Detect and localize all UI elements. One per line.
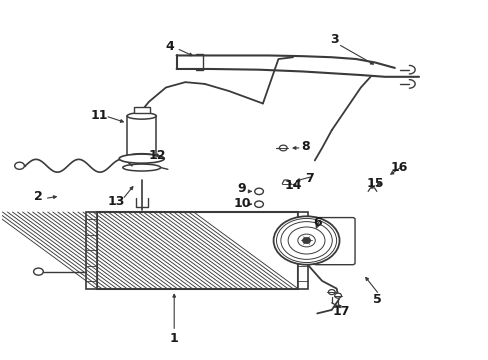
Text: 15: 15 [366, 177, 384, 190]
Circle shape [334, 293, 341, 298]
Text: 14: 14 [284, 179, 301, 192]
Ellipse shape [127, 154, 156, 160]
Bar [127, 116, 156, 157]
Bar [297, 212, 308, 288]
Text: 16: 16 [390, 161, 407, 174]
Circle shape [34, 268, 43, 275]
Text: 1: 1 [169, 332, 178, 345]
Bar [86, 212, 97, 288]
Bar [97, 212, 297, 288]
Text: 2: 2 [34, 189, 43, 203]
Text: 3: 3 [329, 33, 338, 46]
Circle shape [15, 162, 24, 169]
Text: 10: 10 [233, 197, 250, 210]
FancyBboxPatch shape [313, 217, 354, 265]
Text: 7: 7 [305, 172, 314, 185]
Text: 4: 4 [164, 40, 173, 53]
Text: 6: 6 [312, 216, 321, 229]
Text: 12: 12 [148, 149, 165, 162]
Text: 17: 17 [332, 305, 349, 318]
Text: 5: 5 [373, 293, 382, 306]
Text: 11: 11 [90, 109, 107, 122]
Circle shape [279, 145, 286, 151]
Circle shape [273, 216, 339, 265]
Text: 8: 8 [300, 140, 309, 153]
Ellipse shape [127, 113, 156, 119]
Text: 13: 13 [107, 195, 124, 208]
Bar [133, 107, 149, 113]
Circle shape [328, 289, 334, 294]
Text: 9: 9 [237, 183, 246, 195]
Ellipse shape [119, 154, 164, 163]
Circle shape [302, 238, 310, 243]
